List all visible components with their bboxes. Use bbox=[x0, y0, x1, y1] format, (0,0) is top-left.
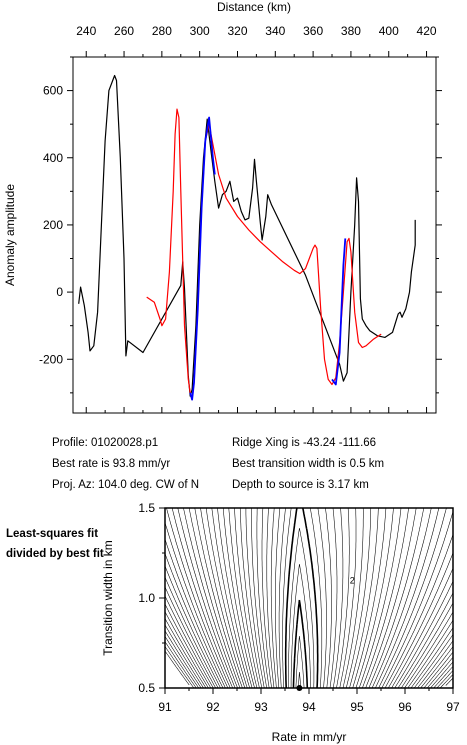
misfit-x-tick-label: 91 bbox=[158, 700, 172, 714]
profile-plot-frame bbox=[72, 56, 437, 414]
contour-line bbox=[177, 508, 453, 688]
profile-y-tick-label: 0 bbox=[56, 285, 63, 299]
misfit-contours bbox=[165, 508, 453, 688]
profile-x-tick-label: 280 bbox=[152, 24, 172, 38]
misfit-y-ticks: 0.5 1.0 1.5 bbox=[138, 501, 165, 695]
contour-line bbox=[165, 618, 453, 688]
misfit-x-ticks: 91 92 93 94 95 96 97 bbox=[158, 688, 460, 714]
projection-azimuth-label: Proj. Az: 104.0 deg. CW of N bbox=[52, 479, 200, 491]
best-fit-marker bbox=[296, 685, 303, 691]
contour-level-label: 2 bbox=[350, 576, 355, 586]
misfit-y-tick-label: 0.5 bbox=[138, 681, 155, 695]
profile-x-axis-title: Distance (km) bbox=[217, 0, 291, 14]
contour-line bbox=[292, 599, 309, 688]
profile-x-ticks: 240 260 280 300 320 340 360 380 400 420 bbox=[76, 24, 437, 413]
contour-line bbox=[228, 508, 394, 688]
profile-series bbox=[78, 74, 416, 401]
contour-line bbox=[261, 508, 350, 688]
contour-line bbox=[165, 603, 453, 688]
profile-x-tick-label: 360 bbox=[303, 24, 323, 38]
contour-line bbox=[165, 624, 453, 688]
profile-x-tick-label: 420 bbox=[417, 24, 437, 38]
contour-line bbox=[270, 508, 338, 688]
contour-line bbox=[239, 508, 379, 688]
contour-line bbox=[290, 563, 311, 688]
contour-line bbox=[200, 508, 432, 688]
contour-line bbox=[295, 635, 305, 688]
contour-line bbox=[282, 508, 323, 688]
contour-line bbox=[165, 630, 453, 688]
contour-lines bbox=[165, 508, 453, 688]
profile-series-line-1 bbox=[146, 108, 382, 401]
profile-label: Profile: 01020028.p1 bbox=[52, 437, 159, 449]
profile-x-tick-label: 400 bbox=[379, 24, 399, 38]
misfit-x-tick-label: 96 bbox=[398, 700, 412, 714]
profile-chart: 240 260 280 300 320 340 360 380 400 420 -200 0 200 4… bbox=[3, 0, 442, 414]
profile-series-line-2 bbox=[189, 116, 216, 401]
best-width-label: Best transition width is 0.5 km bbox=[232, 458, 385, 470]
contour-line bbox=[165, 636, 453, 688]
side-note: Least-squares fit divided by best fit bbox=[6, 528, 104, 560]
contour-line bbox=[165, 522, 453, 688]
profile-y-axis-title: Anomaly amplitude bbox=[3, 184, 17, 286]
misfit-x-tick-label: 92 bbox=[206, 700, 220, 714]
ridge-crossing-label: Ridge Xing is -43.24 -111.66 bbox=[232, 437, 377, 449]
misfit-x-tick-label: 97 bbox=[446, 700, 460, 714]
profile-x-tick-label: 340 bbox=[265, 24, 285, 38]
profile-x-tick-label: 320 bbox=[227, 24, 247, 38]
contour-line bbox=[165, 553, 453, 688]
contour-line bbox=[165, 565, 453, 688]
profile-y-tick-label: -200 bbox=[39, 352, 63, 366]
contour-line bbox=[278, 508, 327, 688]
profile-x-tick-label: 260 bbox=[114, 24, 134, 38]
contour-line bbox=[275, 508, 332, 688]
contour-line bbox=[205, 508, 424, 688]
misfit-x-tick-label: 95 bbox=[350, 700, 364, 714]
misfit-contour-chart: 91 92 93 94 95 96 97 0.5 1.0 1.5 2 Rate in mm/yr… bbox=[101, 501, 460, 744]
contour-line bbox=[165, 595, 453, 688]
contour-line bbox=[256, 508, 357, 688]
contour-line bbox=[165, 646, 453, 688]
profile-series-line-0 bbox=[78, 74, 416, 397]
contour-line bbox=[183, 508, 453, 688]
contour-line bbox=[166, 508, 453, 688]
contour-line bbox=[165, 611, 453, 688]
contour-line bbox=[288, 527, 315, 688]
profile-series-line-3 bbox=[331, 238, 347, 386]
contour-line bbox=[245, 508, 372, 688]
profile-y-tick-label: 400 bbox=[43, 151, 63, 165]
profile-x-tick-label: 380 bbox=[341, 24, 361, 38]
contour-line bbox=[165, 539, 453, 688]
source-depth-label: Depth to source is 3.17 km bbox=[232, 479, 369, 491]
misfit-y-axis-title: Transition width in km bbox=[101, 540, 115, 656]
contour-line bbox=[234, 508, 387, 688]
profile-x-tick-label: 300 bbox=[190, 24, 210, 38]
misfit-plot-frame bbox=[164, 507, 454, 689]
profile-y-tick-label: 600 bbox=[43, 84, 63, 98]
best-rate-label: Best rate is 93.8 mm/yr bbox=[52, 458, 171, 470]
misfit-y-tick-label: 1.5 bbox=[138, 501, 155, 515]
misfit-y-tick-label: 1.0 bbox=[138, 591, 155, 605]
contour-line bbox=[165, 650, 453, 686]
contour-line bbox=[165, 586, 453, 688]
contour-line bbox=[211, 508, 417, 688]
contour-line bbox=[165, 576, 453, 688]
profile-y-ticks: -200 0 200 400 600 bbox=[39, 56, 442, 394]
contour-line bbox=[284, 508, 319, 688]
contour-line bbox=[222, 508, 402, 688]
contour-line bbox=[266, 508, 344, 688]
contour-line bbox=[165, 641, 453, 688]
contour-line bbox=[171, 508, 453, 688]
contour-line bbox=[194, 508, 440, 688]
profile-y-tick-label: 200 bbox=[43, 218, 63, 232]
misfit-x-tick-label: 93 bbox=[254, 700, 268, 714]
contour-line bbox=[251, 508, 364, 688]
profile-x-tick-label: 240 bbox=[76, 24, 96, 38]
misfit-x-tick-label: 94 bbox=[302, 700, 316, 714]
contour-line bbox=[188, 508, 447, 688]
misfit-x-axis-title: Rate in mm/yr bbox=[272, 730, 347, 744]
contour-line bbox=[217, 508, 409, 688]
